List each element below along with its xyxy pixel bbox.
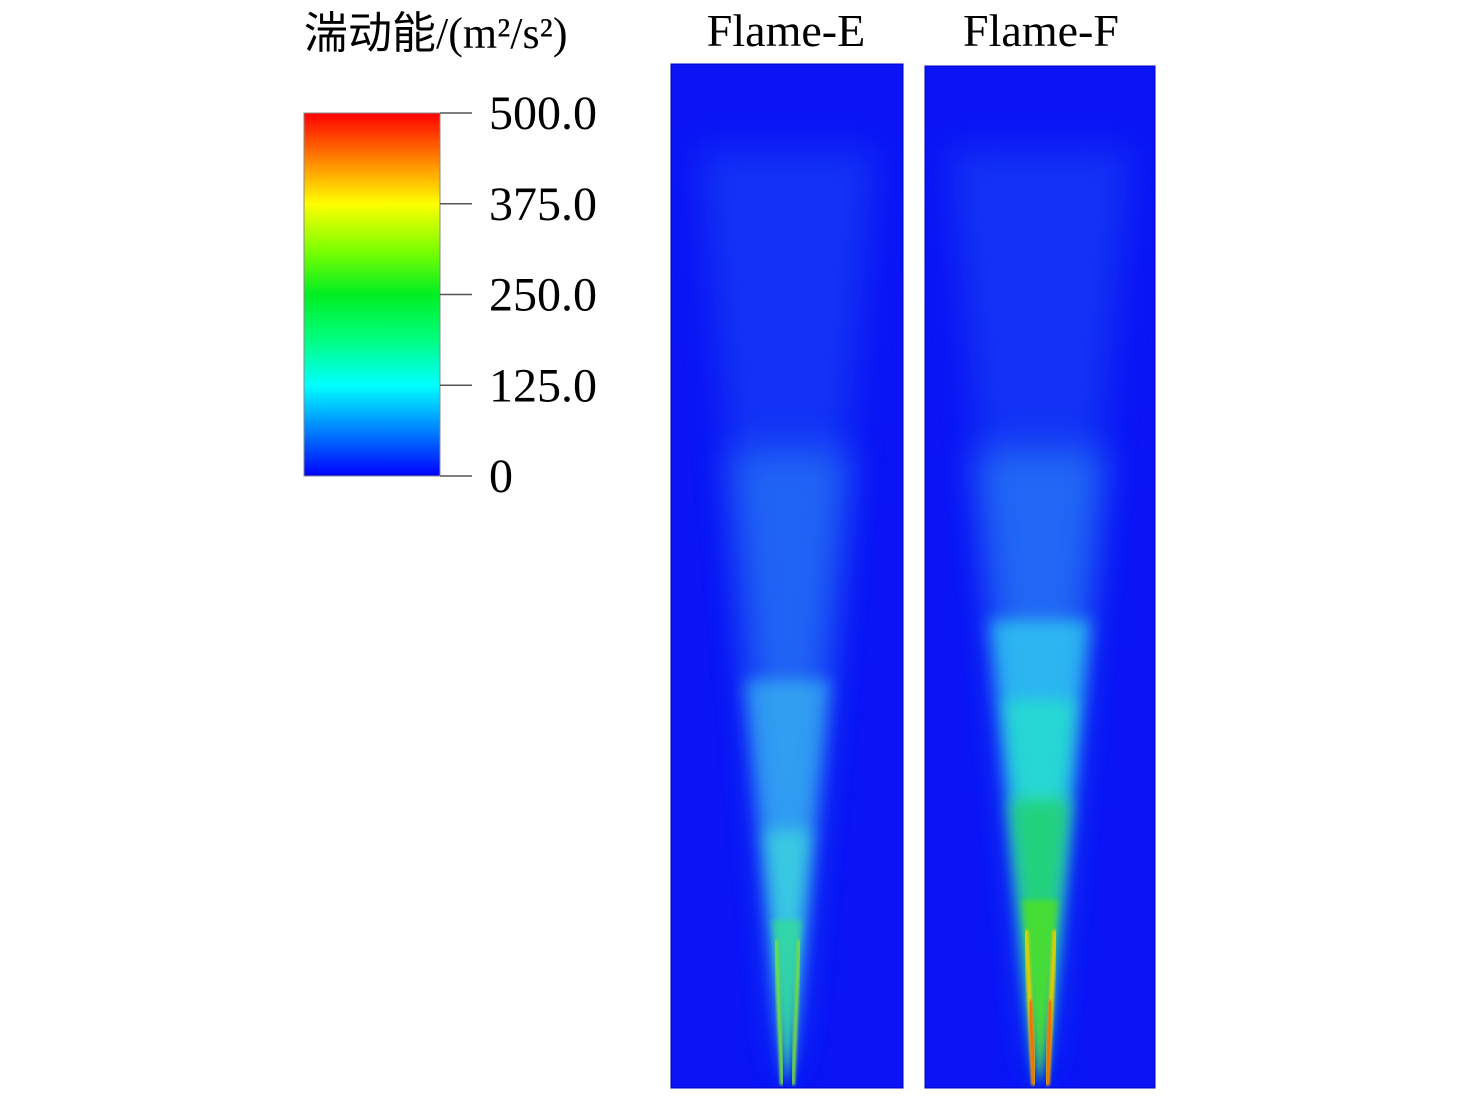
tick-label: 500.0 [489,87,597,140]
panel-frame [924,65,1156,1089]
tick-label: 125.0 [489,359,597,412]
panel-title: Flame-F [963,5,1119,56]
tick-label: 250.0 [489,269,597,322]
panel-frame [670,63,904,1089]
colorbar-ticks: 500.0 375.0 250.0 125.0 0 [440,87,597,503]
contour-flame-e [671,64,903,1088]
panel-title: Flame-E [707,5,865,56]
colorbar-title: 湍动能/(m²/s²) [304,9,567,58]
tick-label: 375.0 [489,178,597,231]
contour-flame-f [925,66,1155,1088]
tick-label: 0 [489,450,513,503]
colorbar [303,112,441,477]
